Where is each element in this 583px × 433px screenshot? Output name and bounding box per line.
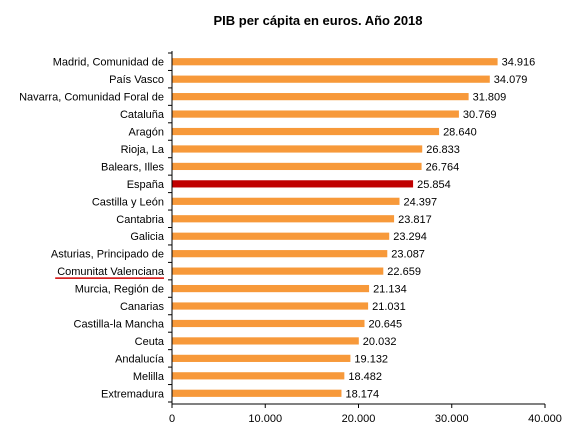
category-labels: Madrid, Comunidad de País Vasco Navarra, C…: [19, 57, 165, 401]
category-label-5: Rioja, La: [121, 144, 165, 156]
category-label-15: Castilla-la Mancha: [74, 318, 165, 330]
value-label-5: 26.833: [426, 144, 460, 156]
bar-0: [172, 58, 498, 66]
value-label-14: 21.031: [372, 301, 406, 313]
bar-5: [172, 145, 423, 153]
category-label-6: Balears, Illes: [101, 161, 164, 173]
value-label-1: 34.079: [494, 74, 528, 86]
bar-16: [172, 337, 359, 345]
category-label-1: País Vasco: [109, 74, 164, 86]
value-label-13: 21.134: [373, 284, 407, 296]
category-label-9: Cantabria: [116, 214, 165, 226]
value-label-7: 25.854: [417, 179, 451, 191]
category-label-16: Ceuta: [135, 336, 165, 348]
value-label-9: 23.817: [398, 214, 432, 226]
bar-18: [172, 372, 345, 380]
bar-1: [172, 75, 490, 83]
category-label-18: Melilla: [133, 371, 165, 383]
bar-8: [172, 197, 400, 205]
value-label-4: 28.640: [443, 127, 477, 139]
category-label-14: Canarias: [120, 301, 165, 313]
value-label-17: 19.132: [354, 353, 388, 365]
x-tick-label-0: 0: [169, 413, 175, 425]
value-label-16: 20.032: [363, 336, 397, 348]
value-label-19: 18.174: [345, 388, 379, 400]
category-label-11: Asturias, Principado de: [51, 249, 164, 261]
value-label-15: 20.645: [369, 318, 403, 330]
category-label-8: Castilla y León: [92, 196, 164, 208]
x-tick-label-2: 20.000: [342, 413, 376, 425]
category-label-13: Murcia, Región de: [75, 284, 164, 296]
value-label-12: 22.659: [387, 266, 421, 278]
bar-9: [172, 215, 395, 223]
bar-14: [172, 302, 369, 310]
category-label-17: Andalucía: [115, 353, 165, 365]
category-label-3: Cataluña: [120, 109, 165, 121]
value-label-3: 30.769: [463, 109, 497, 121]
x-tick-label-3: 30.000: [435, 413, 469, 425]
value-label-2: 31.809: [473, 92, 507, 104]
category-label-12: Comunitat Valenciana: [57, 266, 165, 278]
category-label-10: Galicia: [130, 231, 165, 243]
value-label-0: 34.916: [502, 57, 536, 69]
category-label-0: Madrid, Comunidad de: [53, 57, 164, 69]
value-label-18: 18.482: [348, 371, 382, 383]
bar-7: [172, 180, 414, 188]
category-label-7: España: [127, 179, 165, 191]
category-label-2: Navarra, Comunidad Foral de: [19, 92, 164, 104]
value-label-6: 26.764: [426, 161, 460, 173]
value-label-10: 23.294: [393, 231, 427, 243]
bar-13: [172, 284, 370, 293]
bar-3: [172, 110, 459, 118]
bar-15: [172, 319, 365, 328]
bar-17: [172, 354, 351, 362]
axes: 0 10.000 20.000 30.000 40.000: [168, 51, 562, 425]
value-label-8: 24.397: [404, 196, 438, 208]
category-label-4: Aragón: [129, 127, 164, 139]
chart-title: PIB per cápita en euros. Año 2018: [213, 13, 422, 28]
x-tick-label-1: 10.000: [248, 413, 282, 425]
bar-10: [172, 232, 390, 240]
category-label-19: Extremadura: [101, 388, 165, 400]
bar-12: [172, 267, 384, 275]
value-label-11: 23.087: [391, 249, 425, 261]
bar-19: [172, 389, 342, 397]
x-tick-label-4: 40.000: [528, 413, 562, 425]
bar-2: [172, 93, 469, 101]
bars-layer: [172, 58, 498, 397]
bar-4: [172, 127, 440, 136]
bar-6: [172, 162, 422, 171]
value-labels: 34.916 34.079 31.809 30.769 28.640 26.833 26.7…: [345, 57, 535, 401]
bar-11: [172, 250, 388, 258]
